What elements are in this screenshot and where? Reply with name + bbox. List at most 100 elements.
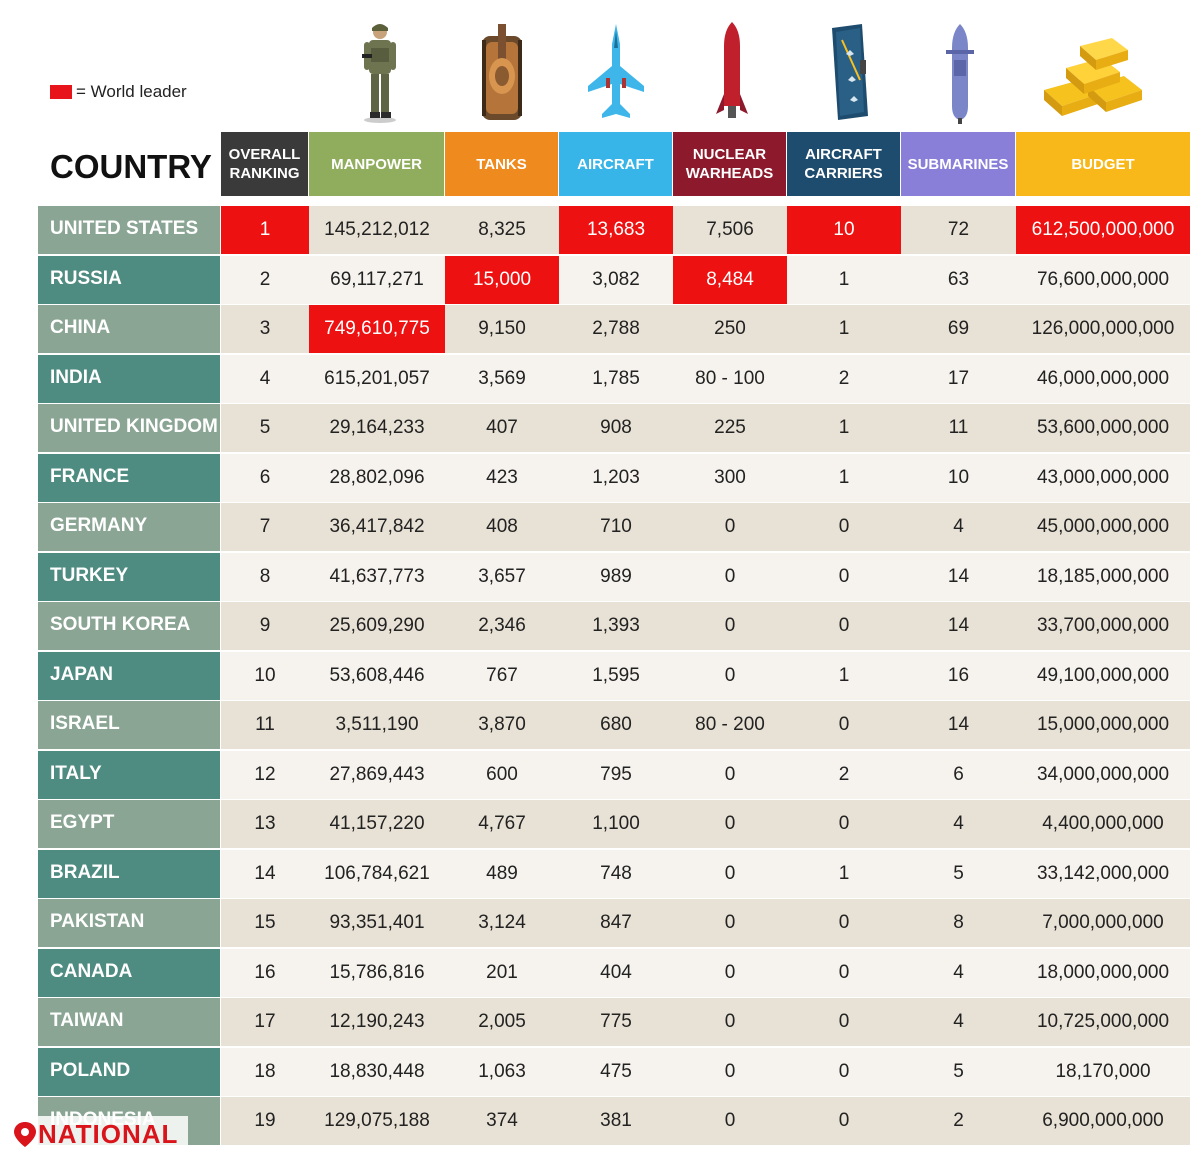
table-cell-submarines: 8 xyxy=(901,899,1017,947)
header-aircraft: AIRCRAFT xyxy=(559,132,672,196)
table-cell-budget: 612,500,000,000 xyxy=(1016,206,1190,254)
table-cell-budget: 33,700,000,000 xyxy=(1016,602,1190,650)
table-cell-aircraft-carriers: 1 xyxy=(787,305,902,353)
table-cell-aircraft: 989 xyxy=(559,552,674,601)
soldier-icon xyxy=(362,24,396,123)
table-cell-nuclear-warheads: 0 xyxy=(673,651,788,700)
table-cell-manpower: 15,786,816 xyxy=(309,948,446,997)
world-leader-swatch xyxy=(50,85,72,99)
table-cell-tanks: 15,000 xyxy=(445,255,560,304)
table-cell-budget: 18,170,000 xyxy=(1016,1047,1190,1096)
table-row: RUSSIA 2 69,117,271 15,000 3,082 8,484 1 63 76,6… xyxy=(38,255,1190,305)
table-cell-manpower: 93,351,401 xyxy=(309,899,446,947)
table-cell-manpower: 41,157,220 xyxy=(309,800,446,848)
table-cell-manpower: 106,784,621 xyxy=(309,849,446,898)
table-cell-budget: 18,000,000,000 xyxy=(1016,948,1190,997)
table-cell-budget: 126,000,000,000 xyxy=(1016,305,1190,353)
table-row: FRANCE 6 28,802,096 423 1,203 300 1 10 43,000,00… xyxy=(38,453,1190,503)
table-cell-tanks: 3,569 xyxy=(445,354,560,403)
country-name: CANADA xyxy=(38,948,220,997)
table-cell-nuclear-warheads: 0 xyxy=(673,1097,788,1145)
table-cell-submarines: 6 xyxy=(901,750,1017,799)
table-cell-aircraft: 847 xyxy=(559,899,674,947)
table-row: ITALY 12 27,869,443 600 795 0 2 6 34,000,000,000 xyxy=(38,750,1190,800)
table-cell-aircraft: 475 xyxy=(559,1047,674,1096)
table-cell-aircraft: 710 xyxy=(559,503,674,551)
table-cell-manpower: 36,417,842 xyxy=(309,503,446,551)
table-row: EGYPT 13 41,157,220 4,767 1,100 0 0 4 4,400,000,… xyxy=(38,800,1190,849)
table-cell-aircraft-carriers: 1 xyxy=(787,651,902,700)
table-cell-ranking: 12 xyxy=(221,750,310,799)
table-cell-tanks: 4,767 xyxy=(445,800,560,848)
table-cell-nuclear-warheads: 0 xyxy=(673,602,788,650)
table-cell-ranking: 19 xyxy=(221,1097,310,1145)
table-row: CHINA 3 749,610,775 9,150 2,788 250 1 69 126,000… xyxy=(38,305,1190,354)
country-name: JAPAN xyxy=(38,651,220,700)
table-cell-aircraft-carriers: 0 xyxy=(787,503,902,551)
table-cell-nuclear-warheads: 0 xyxy=(673,849,788,898)
table-cell-ranking: 4 xyxy=(221,354,310,403)
table-cell-ranking: 17 xyxy=(221,998,310,1046)
table-cell-manpower: 53,608,446 xyxy=(309,651,446,700)
table-cell-aircraft: 775 xyxy=(559,998,674,1046)
aircraft-carrier-icon xyxy=(832,24,868,120)
table-cell-manpower: 615,201,057 xyxy=(309,354,446,403)
table-cell-budget: 34,000,000,000 xyxy=(1016,750,1190,799)
table-cell-manpower: 12,190,243 xyxy=(309,998,446,1046)
table-cell-aircraft: 1,785 xyxy=(559,354,674,403)
table-cell-manpower: 129,075,188 xyxy=(309,1097,446,1145)
table-cell-tanks: 201 xyxy=(445,948,560,997)
table-cell-aircraft-carriers: 10 xyxy=(787,206,902,254)
table-row: POLAND 18 18,830,448 1,063 475 0 0 5 18,170,000 xyxy=(38,1047,1190,1097)
table-cell-aircraft-carriers: 1 xyxy=(787,453,902,502)
table-cell-budget: 53,600,000,000 xyxy=(1016,404,1190,452)
legend: = World leader xyxy=(50,82,187,102)
table-row: ISRAEL 11 3,511,190 3,870 680 80 - 200 0 14 15,0… xyxy=(38,701,1190,750)
table-cell-tanks: 3,870 xyxy=(445,701,560,749)
table-cell-ranking: 13 xyxy=(221,800,310,848)
table-cell-aircraft: 404 xyxy=(559,948,674,997)
table-cell-aircraft: 3,082 xyxy=(559,255,674,304)
table-row: INDONESIA19129,075,1883743810026,900,000… xyxy=(38,1097,1190,1146)
table-row: JAPAN 10 53,608,446 767 1,595 0 1 16 49,100,000,… xyxy=(38,651,1190,701)
table-cell-manpower: 29,164,233 xyxy=(309,404,446,452)
table-cell-nuclear-warheads: 250 xyxy=(673,305,788,353)
table-cell-budget: 6,900,000,000 xyxy=(1016,1097,1190,1145)
country-name: INDIA xyxy=(38,354,220,403)
table-cell-ranking: 14 xyxy=(221,849,310,898)
table-cell-budget: 45,000,000,000 xyxy=(1016,503,1190,551)
table-cell-ranking: 9 xyxy=(221,602,310,650)
legend-label: = World leader xyxy=(76,82,187,101)
table-cell-nuclear-warheads: 0 xyxy=(673,503,788,551)
table-cell-budget: 43,000,000,000 xyxy=(1016,453,1190,502)
header-manpower: MANPOWER xyxy=(309,132,444,196)
watermark: NATIONAL xyxy=(8,1116,188,1152)
country-column-title: COUNTRY xyxy=(50,148,212,185)
table-cell-tanks: 408 xyxy=(445,503,560,551)
table-cell-budget: 15,000,000,000 xyxy=(1016,701,1190,749)
table-cell-tanks: 423 xyxy=(445,453,560,502)
country-name: TURKEY xyxy=(38,552,220,601)
table-cell-submarines: 69 xyxy=(901,305,1017,353)
table-cell-ranking: 10 xyxy=(221,651,310,700)
table-cell-aircraft: 2,788 xyxy=(559,305,674,353)
table-cell-budget: 33,142,000,000 xyxy=(1016,849,1190,898)
table-cell-ranking: 18 xyxy=(221,1047,310,1096)
table-cell-submarines: 72 xyxy=(901,206,1017,254)
tank-icon xyxy=(482,24,522,120)
table-cell-manpower: 3,511,190 xyxy=(309,701,446,749)
country-name: UNITED STATES xyxy=(38,206,220,254)
table-cell-tanks: 1,063 xyxy=(445,1047,560,1096)
table-row: TURKEY 8 41,637,773 3,657 989 0 0 14 18,185,000,… xyxy=(38,552,1190,602)
table-cell-budget: 4,400,000,000 xyxy=(1016,800,1190,848)
table-cell-tanks: 9,150 xyxy=(445,305,560,353)
table-cell-aircraft: 748 xyxy=(559,849,674,898)
table-row: SOUTH KOREA 9 25,609,290 2,346 1,393 0 0 14 33,7… xyxy=(38,602,1190,651)
country-name: EGYPT xyxy=(38,800,220,848)
table-cell-submarines: 63 xyxy=(901,255,1017,304)
table-cell-budget: 18,185,000,000 xyxy=(1016,552,1190,601)
table-cell-budget: 7,000,000,000 xyxy=(1016,899,1190,947)
fighter-jet-icon xyxy=(588,24,644,118)
table-cell-nuclear-warheads: 7,506 xyxy=(673,206,788,254)
table-cell-tanks: 3,657 xyxy=(445,552,560,601)
